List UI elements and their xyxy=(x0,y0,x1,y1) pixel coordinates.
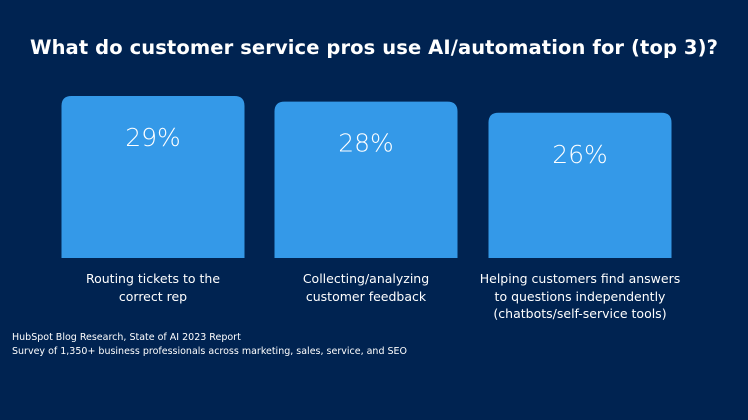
bar-helping-customers xyxy=(488,112,672,258)
category-label-collecting-feedback: Collecting/analyzing customer feedback xyxy=(302,271,430,304)
source-line-survey: Survey of 1,350+ business professionals … xyxy=(12,346,408,357)
bar-collecting-feedback xyxy=(274,101,458,258)
chart-title: What do customer service pros use AI/aut… xyxy=(29,36,719,59)
value-labels-layer: 29% 28% 26% xyxy=(125,123,608,169)
value-label-helping-customers: 26% xyxy=(552,140,608,169)
source-note: HubSpot Blog Research, State of AI 2023 … xyxy=(12,331,407,359)
bars-layer xyxy=(61,96,672,258)
category-label-routing-tickets: Routing tickets to the correct rep xyxy=(85,271,221,304)
category-label-helping-customers: Helping customers find answers to questi… xyxy=(479,271,681,321)
value-label-routing-tickets: 29% xyxy=(125,123,181,152)
bar-routing-tickets xyxy=(61,96,245,258)
source-line-report: HubSpot Blog Research, State of AI 2023 … xyxy=(12,332,241,343)
value-label-collecting-feedback: 28% xyxy=(338,129,394,158)
